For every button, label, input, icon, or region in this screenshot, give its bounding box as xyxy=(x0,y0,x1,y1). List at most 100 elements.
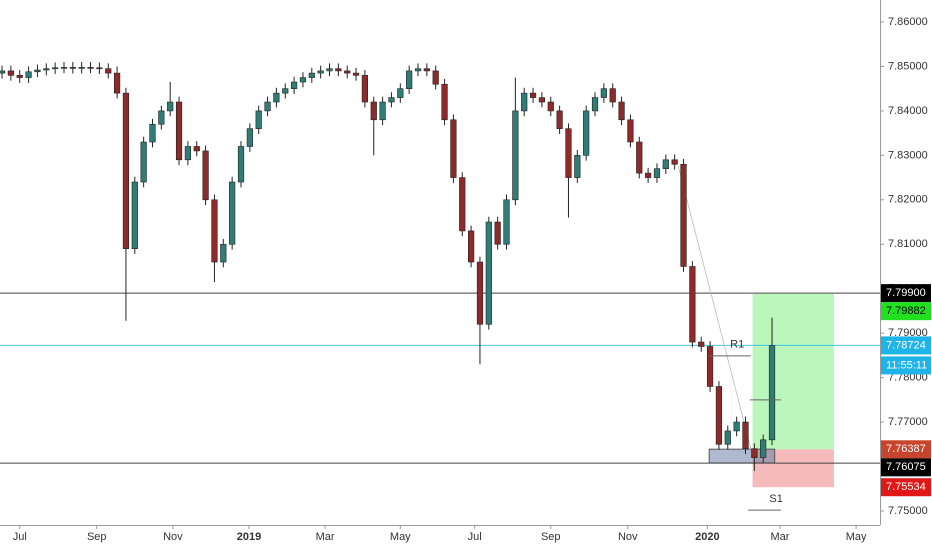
x-tick-label: Sep xyxy=(541,531,561,543)
candle-body xyxy=(485,221,492,325)
x-tick-label: Jul xyxy=(468,531,482,543)
x-tick-label: May xyxy=(390,531,411,543)
candle-body xyxy=(25,71,32,78)
trend-guide xyxy=(677,164,753,454)
x-tick-label: Nov xyxy=(618,531,638,543)
candle-body xyxy=(768,345,776,441)
price-badge-label: 7.79882 xyxy=(886,305,926,317)
candle-body xyxy=(317,70,324,74)
price-badge xyxy=(881,336,931,355)
price-badge-label: 7.78724 xyxy=(886,339,926,351)
candle-body xyxy=(16,75,23,78)
candle-body xyxy=(627,119,634,143)
candle-body xyxy=(565,128,572,178)
candle-body xyxy=(645,172,652,178)
candle-body xyxy=(344,70,351,74)
target-zone xyxy=(752,293,834,450)
candle-body xyxy=(43,68,50,71)
candle-body xyxy=(423,68,430,72)
x-tick-label: May xyxy=(846,531,867,543)
y-tick-label: 7.85000 xyxy=(888,60,928,72)
x-tick-label: 2019 xyxy=(237,531,261,543)
candle-body xyxy=(379,101,386,121)
annotation-label: S1 xyxy=(769,493,782,505)
y-tick-label: 7.79000 xyxy=(888,327,928,339)
candle-body xyxy=(352,72,360,76)
candle-body xyxy=(34,69,41,73)
x-tick-label: Nov xyxy=(163,531,183,543)
y-tick-label: 7.82000 xyxy=(888,194,928,206)
candle-body xyxy=(494,221,501,245)
x-tick-label: Sep xyxy=(87,531,107,543)
candle-body xyxy=(140,141,147,183)
candle-body xyxy=(167,101,174,112)
annotation-label: R1 xyxy=(730,339,744,351)
x-tick-label: Mar xyxy=(771,531,790,543)
price-badge xyxy=(881,302,931,321)
price-badge xyxy=(881,458,931,477)
candle-body xyxy=(733,421,740,432)
candle-body xyxy=(636,141,643,174)
candle-body xyxy=(335,68,342,72)
candle-body xyxy=(211,199,218,263)
x-tick-label: Jul xyxy=(13,531,27,543)
candle-body xyxy=(96,67,103,70)
candle-body xyxy=(193,146,200,152)
candle-body xyxy=(671,159,678,165)
candle-body xyxy=(202,150,209,201)
countdown-badge xyxy=(881,356,931,375)
candle-body xyxy=(175,101,183,161)
candle-body xyxy=(414,68,422,72)
candle-body xyxy=(149,123,156,143)
candle-body xyxy=(662,159,669,169)
candle-body xyxy=(131,181,138,249)
price-badge-label: 7.76387 xyxy=(886,443,926,455)
candle-body xyxy=(468,230,475,263)
candle-body xyxy=(432,70,439,85)
candle-body xyxy=(220,243,227,263)
candle-body xyxy=(246,128,253,147)
candle-body xyxy=(122,92,130,249)
candle-body xyxy=(556,110,563,129)
candle-body xyxy=(706,346,714,387)
candle-body xyxy=(282,88,289,94)
candle-body xyxy=(529,92,537,98)
candle-body xyxy=(653,168,661,178)
candle-body xyxy=(742,421,749,450)
candle-body xyxy=(87,67,94,69)
candle-body xyxy=(69,67,76,69)
candle-body xyxy=(7,70,14,76)
candle-body xyxy=(52,67,59,70)
candle-body xyxy=(308,72,315,78)
candle-body xyxy=(273,92,280,103)
y-tick-label: 7.83000 xyxy=(888,149,928,161)
candle-body xyxy=(441,83,448,121)
candle-body xyxy=(184,146,191,161)
candle-body xyxy=(547,101,554,112)
price-badge xyxy=(881,440,931,459)
candle-body xyxy=(78,67,85,69)
candle-body xyxy=(715,386,723,445)
candle-body xyxy=(680,163,687,267)
candle-body xyxy=(264,101,271,112)
candle-body xyxy=(388,97,395,103)
candle-body xyxy=(113,72,121,94)
y-tick-label: 7.75000 xyxy=(888,505,928,517)
candle-body xyxy=(255,110,262,129)
candle-body xyxy=(60,67,68,69)
candle-body xyxy=(158,110,165,125)
y-tick-label: 7.84000 xyxy=(888,105,928,117)
y-tick-label: 7.86000 xyxy=(888,16,928,28)
candle-body xyxy=(105,68,112,74)
candle-body xyxy=(370,101,377,121)
x-tick-label: Mar xyxy=(316,531,335,543)
y-tick-label: 7.81000 xyxy=(888,238,928,250)
candle-body xyxy=(361,75,369,103)
candle-body xyxy=(574,155,581,178)
candle-body xyxy=(503,199,510,245)
candle-body xyxy=(724,430,731,445)
candle-body xyxy=(291,81,298,89)
candle-body xyxy=(299,77,307,83)
